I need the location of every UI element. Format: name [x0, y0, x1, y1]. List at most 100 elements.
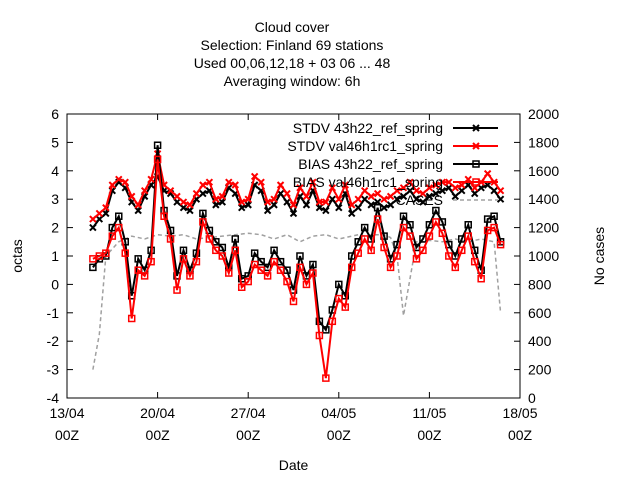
series-2-point — [179, 246, 188, 255]
y-axis: -4 -3 -2 -1 0 1 2 3 4 5 6 — [47, 106, 73, 406]
series-0-point — [406, 186, 414, 195]
series-1-point — [322, 198, 330, 206]
series-layer — [89, 141, 505, 382]
series-1-point — [102, 204, 110, 212]
series-3-point — [160, 212, 168, 220]
x-tick-sublabel: 00Z — [327, 427, 352, 443]
series-3-point — [244, 277, 252, 286]
series-2-point — [153, 141, 162, 149]
series-1-point — [348, 201, 356, 209]
series-1-point — [328, 184, 337, 192]
series-3-point — [225, 269, 233, 277]
series-0-point — [179, 204, 188, 212]
series-3-point — [212, 246, 220, 255]
series-3-point — [270, 257, 278, 266]
series-3-point — [205, 235, 214, 243]
series-3-point — [412, 255, 421, 263]
series-0-point — [348, 209, 356, 218]
series-3-point — [464, 232, 472, 240]
series-3-point — [289, 297, 298, 306]
y-tick-label: 0 — [51, 276, 59, 292]
series-3-point — [218, 252, 227, 260]
y-tick-label: 1 — [51, 248, 59, 264]
chart-title-line: Selection: Finland 69 stations — [201, 37, 384, 53]
x-axis: 13/04 00Z 20/04 00Z 27/04 00Z 04/05 00Z 11/05 00Z… — [49, 114, 538, 443]
series-0-point — [173, 198, 181, 206]
series-3-point — [231, 246, 240, 255]
series-1-point — [393, 186, 401, 195]
y2-tick-label: 200 — [528, 362, 552, 378]
series-1-point — [244, 195, 252, 203]
series-3-point — [432, 218, 440, 226]
series-1-point — [238, 198, 246, 206]
series-3-point — [147, 257, 155, 266]
series-3-point — [341, 303, 350, 311]
x-tick-label: 18/05 — [502, 405, 537, 421]
series-3-point — [496, 240, 505, 249]
y2-tick-label: 1400 — [528, 191, 559, 207]
series-0-point — [283, 198, 291, 206]
series-0-point — [212, 201, 220, 209]
series-0-point — [186, 206, 194, 215]
x-axis-label: Date — [279, 457, 309, 473]
y-tick-label: -4 — [47, 390, 60, 406]
y2-tick-label: 1600 — [528, 163, 559, 179]
series-0-point — [328, 195, 337, 203]
series-1-point — [147, 175, 155, 184]
x-tick-sublabel: 00Z — [417, 427, 442, 443]
series-1-point — [354, 195, 362, 203]
series-1-point — [302, 192, 311, 201]
series-1-point — [179, 198, 188, 206]
series-1-point — [360, 186, 369, 195]
chart-title-line: Averaging window: 6h — [224, 73, 361, 89]
chart-title-line: Cloud cover — [255, 19, 330, 35]
series-3-point — [309, 269, 317, 277]
series-0-point — [244, 201, 252, 209]
series-1-point — [276, 181, 285, 189]
series-3-point — [322, 374, 330, 382]
x-tick-sublabel: 00Z — [55, 427, 80, 443]
series-3-point — [425, 232, 434, 240]
series-0-point — [315, 204, 324, 212]
series-1-point — [257, 178, 265, 186]
series-1-point — [438, 178, 447, 186]
series-0-point — [451, 192, 459, 201]
series-3-point — [458, 246, 466, 255]
series-1-point — [496, 186, 505, 195]
series-0-point — [102, 209, 110, 218]
series-0-point — [490, 186, 498, 195]
series-1-point — [386, 192, 395, 201]
series-0-point — [425, 192, 434, 201]
series-3-point — [380, 243, 388, 252]
series-2-point — [250, 249, 259, 257]
series-0-point — [477, 184, 485, 192]
series-1-point — [335, 195, 343, 203]
series-3-point — [419, 246, 427, 255]
series-1-point — [166, 186, 175, 195]
y-tick-label: 3 — [51, 191, 59, 207]
y2-tick-label: 400 — [528, 333, 552, 349]
series-2-point — [464, 221, 472, 229]
series-3-point — [302, 280, 311, 289]
series-1-point — [140, 186, 149, 195]
series-1-point — [89, 215, 97, 223]
series-1-point — [483, 169, 492, 178]
chart-title: Cloud cover Selection: Finland 69 station… — [194, 19, 391, 89]
y2-tick-label: 800 — [528, 276, 552, 292]
series-3-point — [186, 272, 194, 280]
x-tick-sublabel: 00Z — [146, 427, 171, 443]
series-2-point — [270, 246, 278, 255]
series-3-point — [140, 272, 149, 280]
series-0-point — [218, 198, 227, 206]
series-3-point — [237, 283, 246, 291]
series-0-point — [322, 206, 330, 215]
series-2-point — [432, 206, 440, 215]
y2-tick-label: 1000 — [528, 248, 559, 264]
legend-swatch-marker-point — [472, 178, 480, 186]
y-tick-label: -1 — [47, 305, 60, 321]
series-1-point — [445, 178, 453, 186]
series-1-point — [432, 181, 440, 189]
series-0-point — [335, 204, 343, 212]
series-0-point — [438, 186, 447, 195]
